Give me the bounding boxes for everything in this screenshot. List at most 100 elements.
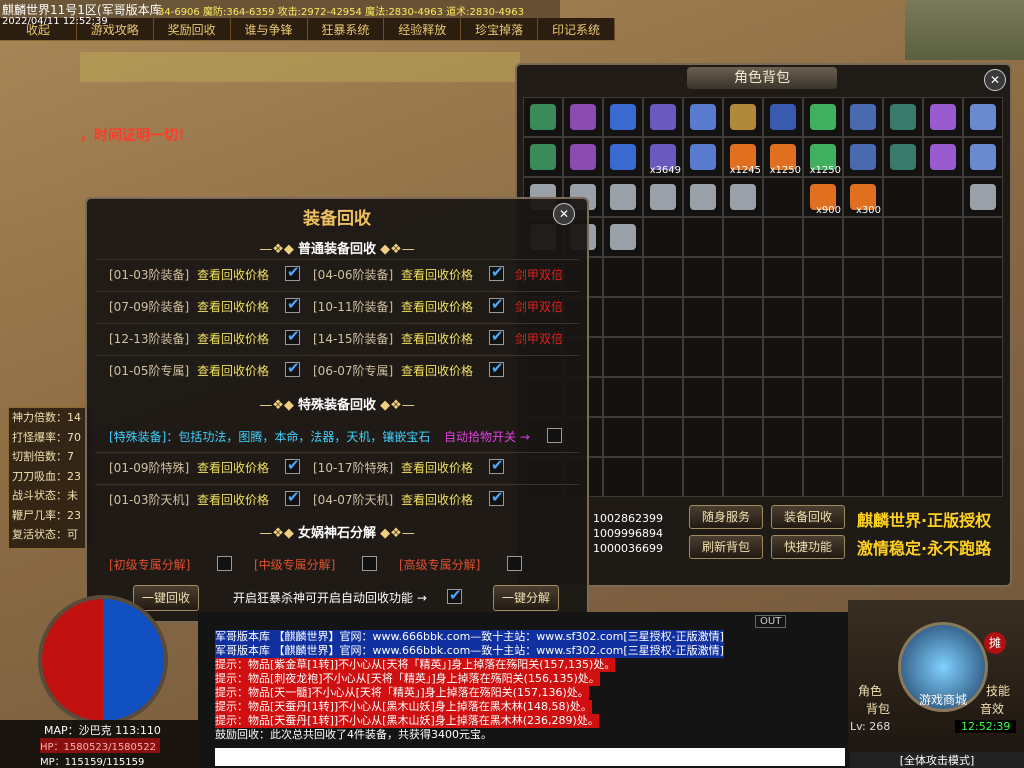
menu-item[interactable]: 珍宝掉落 (461, 18, 539, 40)
bag-slot[interactable] (603, 137, 643, 177)
bag-slot[interactable] (883, 257, 923, 297)
price-link[interactable]: 查看回收价格 (401, 461, 474, 475)
bag-slot[interactable] (643, 417, 683, 457)
bag-slot[interactable] (683, 177, 723, 217)
bag-slot[interactable] (923, 217, 963, 257)
shop-button[interactable]: 游戏商城 (898, 622, 988, 712)
hud-button[interactable]: 背包 (866, 702, 891, 716)
bag-slot[interactable] (563, 137, 603, 177)
bag-slot[interactable] (883, 177, 923, 217)
bag-slot[interactable] (923, 177, 963, 217)
bag-slot[interactable]: x1245 (723, 137, 763, 177)
bag-slot[interactable] (603, 177, 643, 217)
bag-button[interactable]: 装备回收 (771, 505, 845, 529)
bag-slot[interactable] (723, 417, 763, 457)
one-key-decompose[interactable]: 一键分解 (493, 585, 559, 611)
bag-slot[interactable] (843, 297, 883, 337)
chat-out[interactable]: OUT (755, 615, 787, 628)
attack-mode[interactable]: [全体攻击模式] (850, 752, 1024, 768)
bag-slot[interactable] (763, 457, 803, 497)
bag-slot[interactable] (643, 177, 683, 217)
menu-item[interactable]: 谁与争锋 (231, 18, 308, 40)
bag-slot[interactable] (723, 337, 763, 377)
bag-slot[interactable] (603, 257, 643, 297)
bag-slot[interactable] (963, 377, 1003, 417)
checkbox[interactable] (285, 456, 300, 474)
bag-slot[interactable] (763, 337, 803, 377)
bag-slot[interactable] (643, 297, 683, 337)
close-button[interactable]: ✕ (553, 203, 575, 225)
bag-slot[interactable] (923, 97, 963, 137)
bag-slot[interactable] (803, 97, 843, 137)
price-link[interactable]: 查看回收价格 (197, 332, 270, 346)
bag-button[interactable]: 快捷功能 (771, 535, 845, 559)
bag-slot[interactable] (683, 97, 723, 137)
bag-slot[interactable] (883, 457, 923, 497)
price-link[interactable]: 查看回收价格 (197, 493, 270, 507)
bag-slot[interactable] (643, 97, 683, 137)
bag-slot[interactable] (763, 97, 803, 137)
bag-slot[interactable] (803, 417, 843, 457)
bag-slot[interactable] (923, 137, 963, 177)
bag-slot[interactable] (803, 377, 843, 417)
checkbox[interactable] (217, 556, 232, 571)
bag-slot[interactable] (883, 97, 923, 137)
menu-item[interactable]: 奖励回收 (154, 18, 231, 40)
bag-slot[interactable] (803, 337, 843, 377)
bag-button[interactable]: 刷新背包 (689, 535, 763, 559)
bag-slot[interactable] (843, 137, 883, 177)
chat-input[interactable] (215, 748, 845, 766)
checkbox[interactable] (285, 359, 300, 377)
bag-slot[interactable] (603, 417, 643, 457)
bag-slot[interactable] (843, 217, 883, 257)
bag-slot[interactable] (643, 257, 683, 297)
price-link[interactable]: 查看回收价格 (401, 332, 474, 346)
checkbox[interactable] (489, 456, 504, 474)
price-link[interactable]: 查看回收价格 (197, 461, 270, 475)
bag-slot[interactable] (603, 377, 643, 417)
bag-slot[interactable] (883, 297, 923, 337)
bag-slot[interactable] (603, 337, 643, 377)
bag-slot[interactable] (803, 457, 843, 497)
bag-slot[interactable] (923, 457, 963, 497)
bag-slot[interactable] (763, 297, 803, 337)
bag-slot[interactable] (683, 137, 723, 177)
bag-slot[interactable] (763, 377, 803, 417)
stall-button[interactable]: 摊 (984, 632, 1006, 654)
price-link[interactable]: 查看回收价格 (401, 300, 474, 314)
bag-slot[interactable]: x900 (803, 177, 843, 217)
bag-slot[interactable] (843, 337, 883, 377)
bag-slot[interactable] (683, 457, 723, 497)
bag-slot[interactable] (923, 417, 963, 457)
bag-slot[interactable] (963, 97, 1003, 137)
bag-slot[interactable] (923, 377, 963, 417)
hud-button[interactable]: 角色 (858, 684, 883, 698)
bag-slot[interactable] (723, 177, 763, 217)
checkbox[interactable] (447, 586, 462, 604)
bag-slot[interactable] (603, 97, 643, 137)
bag-slot[interactable] (883, 417, 923, 457)
bag-slot[interactable] (603, 457, 643, 497)
bag-slot[interactable] (763, 257, 803, 297)
bag-slot[interactable] (843, 417, 883, 457)
menu-item[interactable]: 狂暴系统 (308, 18, 385, 40)
bag-slot[interactable] (963, 297, 1003, 337)
hud-button[interactable]: 音效 (980, 702, 1005, 716)
bag-slot[interactable] (683, 217, 723, 257)
bag-slot[interactable] (563, 97, 603, 137)
bag-slot[interactable] (723, 257, 763, 297)
bag-slot[interactable] (523, 97, 563, 137)
bag-slot[interactable] (803, 297, 843, 337)
price-link[interactable]: 查看回收价格 (401, 364, 474, 378)
bag-slot[interactable] (843, 377, 883, 417)
bag-slot[interactable] (923, 337, 963, 377)
bag-slot[interactable] (803, 217, 843, 257)
checkbox[interactable] (285, 488, 300, 506)
bag-slot[interactable] (963, 257, 1003, 297)
checkbox[interactable] (489, 327, 504, 345)
checkbox[interactable] (285, 295, 300, 313)
bag-slot[interactable] (603, 297, 643, 337)
bag-slot[interactable] (723, 457, 763, 497)
bag-slot[interactable] (923, 257, 963, 297)
menu-item[interactable]: 游戏攻略 (77, 18, 154, 40)
